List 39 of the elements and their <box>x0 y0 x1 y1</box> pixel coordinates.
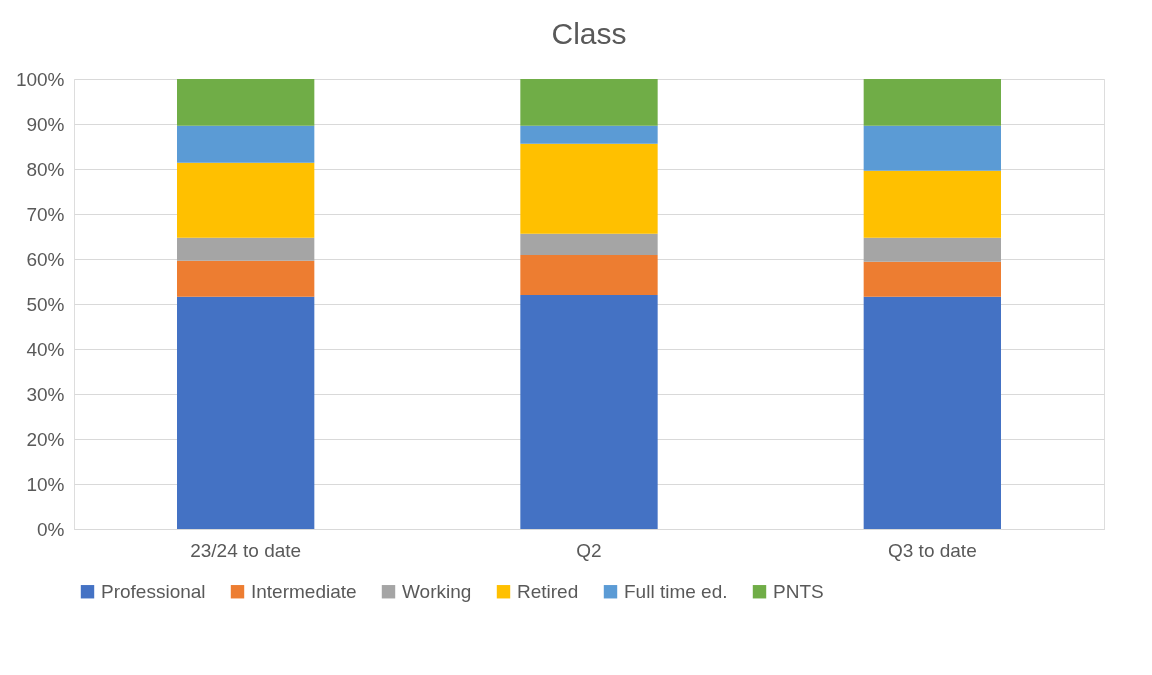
bar <box>177 260 315 297</box>
bar <box>863 125 1001 171</box>
bar <box>520 233 658 255</box>
legend-label: PNTS <box>773 580 824 602</box>
y-tick-label: 40% <box>26 338 65 360</box>
legend-label: Working <box>402 580 472 602</box>
y-tick-label: 100% <box>15 68 65 90</box>
legend-label: Retired <box>517 580 579 602</box>
x-tick-label: Q3 to date <box>887 539 977 561</box>
bar <box>520 125 658 144</box>
bar <box>520 143 658 234</box>
bar <box>177 125 315 163</box>
y-tick-label: 20% <box>26 428 65 450</box>
y-tick-label: 80% <box>26 158 65 180</box>
y-tick-label: 30% <box>26 383 65 405</box>
x-tick-label: Q2 <box>576 539 602 561</box>
bar <box>520 254 658 295</box>
bar <box>177 79 315 126</box>
chart-title: Class <box>551 17 627 50</box>
bar <box>863 170 1001 238</box>
bar <box>177 162 315 238</box>
y-tick-label: 50% <box>26 293 65 315</box>
bar <box>520 79 658 126</box>
y-tick-label: 60% <box>26 248 65 270</box>
bar <box>863 296 1001 529</box>
y-tick-label: 70% <box>26 203 65 225</box>
legend-label: Professional <box>101 580 206 602</box>
bar <box>177 296 315 529</box>
bar <box>863 79 1001 126</box>
x-tick-label: 23/24 to date <box>190 539 302 561</box>
bar <box>863 261 1001 297</box>
bar <box>520 295 658 529</box>
bar <box>863 237 1001 262</box>
legend-label: Intermediate <box>251 580 357 602</box>
bar <box>177 237 315 261</box>
y-tick-label: 90% <box>26 113 65 135</box>
y-tick-label: 0% <box>37 518 65 540</box>
y-tick-label: 10% <box>26 473 65 495</box>
legend-label: Full time ed. <box>624 580 728 602</box>
